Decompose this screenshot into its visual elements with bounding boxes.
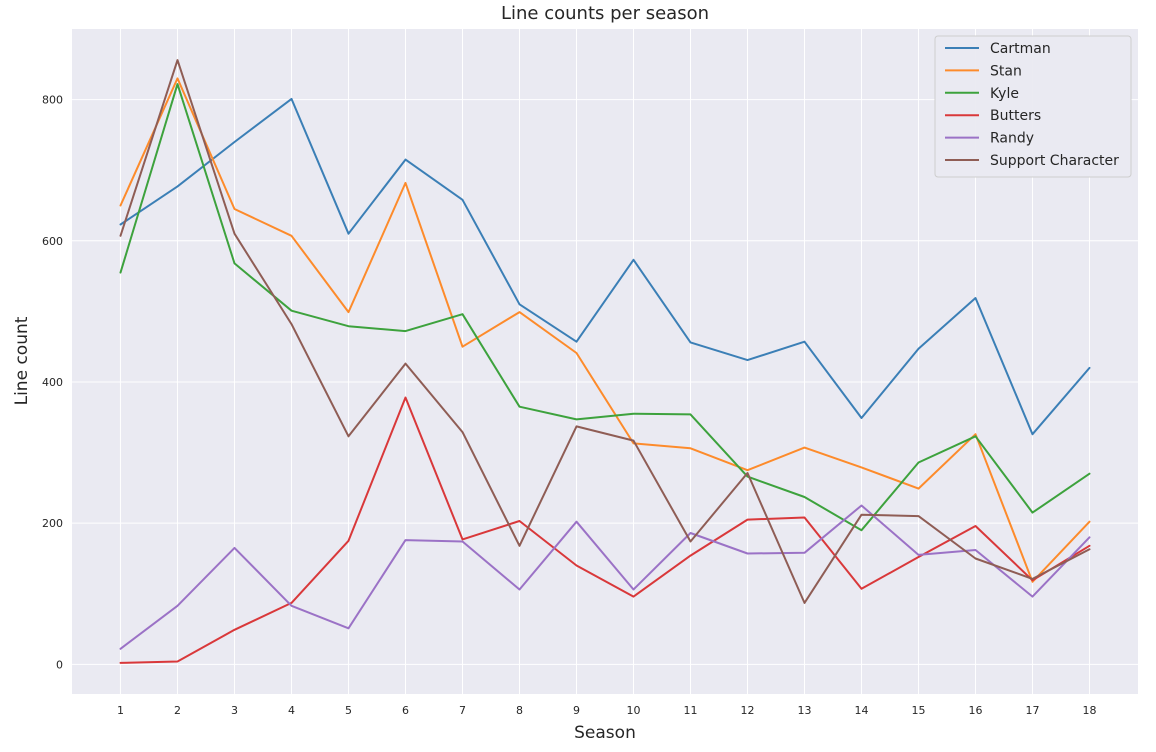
x-tick-label: 5 xyxy=(345,704,352,717)
x-tick-label: 3 xyxy=(231,704,238,717)
x-tick-label: 7 xyxy=(459,704,466,717)
y-tick-label: 200 xyxy=(42,517,63,530)
legend-label: Stan xyxy=(990,63,1022,79)
x-tick-label: 18 xyxy=(1083,704,1097,717)
legend-item-cartman: Cartman xyxy=(945,41,1051,57)
x-tick-labels: 1 2 3 4 5 6 7 8 9 10 11 12 13 14 15 16 17 18 xyxy=(117,704,1097,717)
x-tick-label: 12 xyxy=(741,704,755,717)
y-axis-title: Line count xyxy=(12,316,32,405)
x-tick-label: 14 xyxy=(855,704,869,717)
y-tick-label: 800 xyxy=(42,94,63,107)
x-tick-label: 2 xyxy=(174,704,181,717)
grid-lines xyxy=(72,29,1138,694)
x-tick-label: 9 xyxy=(573,704,580,717)
x-tick-label: 11 xyxy=(684,704,698,717)
legend-item-support-character: Support Character xyxy=(945,153,1119,169)
legend-item-randy: Randy xyxy=(945,131,1034,147)
legend: Cartman Stan Kyle Butters Randy Support Chara… xyxy=(934,35,1132,178)
x-tick-label: 15 xyxy=(912,704,926,717)
y-tick-label: 0 xyxy=(56,658,63,671)
x-axis-title: Season xyxy=(574,723,636,743)
legend-label: Cartman xyxy=(990,41,1051,57)
series-line-butters xyxy=(119,396,1091,664)
x-tick-label: 17 xyxy=(1026,704,1040,717)
series-line-support-character xyxy=(119,59,1091,604)
legend-label: Randy xyxy=(990,131,1034,147)
x-tick-label: 8 xyxy=(516,704,523,717)
legend-box xyxy=(934,35,1132,178)
series-line-randy xyxy=(119,504,1091,650)
legend-label: Butters xyxy=(990,108,1041,124)
y-tick-label: 600 xyxy=(42,235,63,248)
legend-item-stan: Stan xyxy=(945,63,1022,79)
y-tick-label: 400 xyxy=(42,376,63,389)
legend-item-butters: Butters xyxy=(945,108,1041,124)
x-tick-label: 1 xyxy=(117,704,124,717)
legend-label: Kyle xyxy=(990,86,1019,102)
x-tick-label: 16 xyxy=(969,704,983,717)
legend-item-kyle: Kyle xyxy=(945,86,1019,102)
y-tick-labels: 0 200 400 600 800 xyxy=(42,94,63,672)
series-line-cartman xyxy=(119,97,1091,436)
x-tick-label: 6 xyxy=(402,704,409,717)
series-line-kyle xyxy=(119,83,1091,532)
legend-label: Support Character xyxy=(990,153,1119,169)
x-tick-label: 13 xyxy=(798,704,812,717)
series-line-stan xyxy=(119,77,1091,583)
chart-title: Line counts per season xyxy=(501,3,709,24)
x-tick-label: 10 xyxy=(627,704,641,717)
series-lines xyxy=(119,59,1091,664)
x-tick-label: 4 xyxy=(288,704,295,717)
